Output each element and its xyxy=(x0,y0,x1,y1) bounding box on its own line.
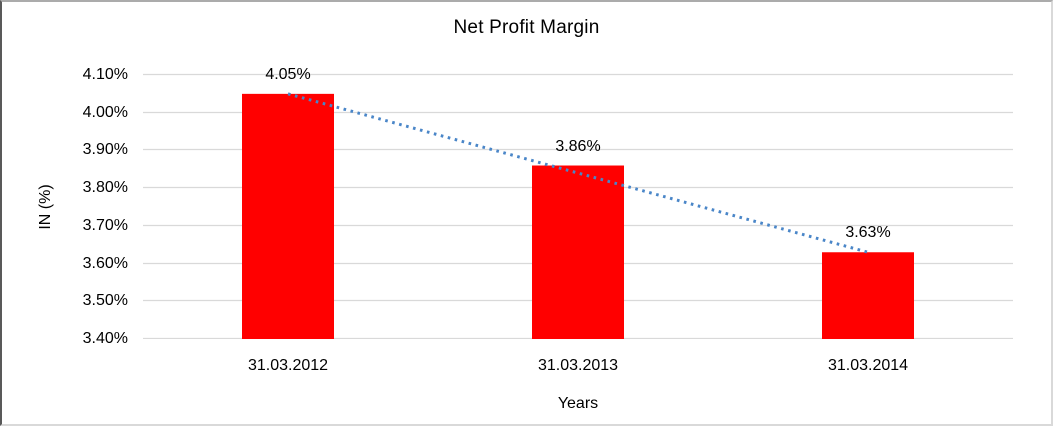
y-tick-label: 3.70% xyxy=(82,216,128,234)
x-tick-label: 31.03.2014 xyxy=(827,357,909,374)
y-tick-label: 4.00% xyxy=(82,103,128,121)
bar-value-label: 4.05% xyxy=(265,65,311,83)
y-tick-label: 4.10% xyxy=(82,66,128,83)
chart-title: Net Profit Margin xyxy=(453,17,600,38)
chart-canvas xyxy=(143,73,1013,339)
x-tick-label: 31.03.2012 xyxy=(247,357,329,374)
y-tick-label: 3.90% xyxy=(82,141,128,159)
plot-area xyxy=(143,73,1013,339)
x-tick-label: 31.03.2013 xyxy=(537,357,619,374)
bar xyxy=(242,93,334,339)
bar-value-label: 3.63% xyxy=(845,224,891,242)
bar xyxy=(822,252,914,339)
bar xyxy=(532,165,624,339)
bar-value-label: 3.86% xyxy=(555,137,601,155)
y-tick-label: 3.60% xyxy=(82,254,128,272)
y-tick-label: 3.50% xyxy=(82,292,128,310)
x-axis-title: Years xyxy=(557,395,599,412)
y-tick-label: 3.80% xyxy=(82,179,128,197)
y-tick-label: 3.40% xyxy=(82,330,128,347)
